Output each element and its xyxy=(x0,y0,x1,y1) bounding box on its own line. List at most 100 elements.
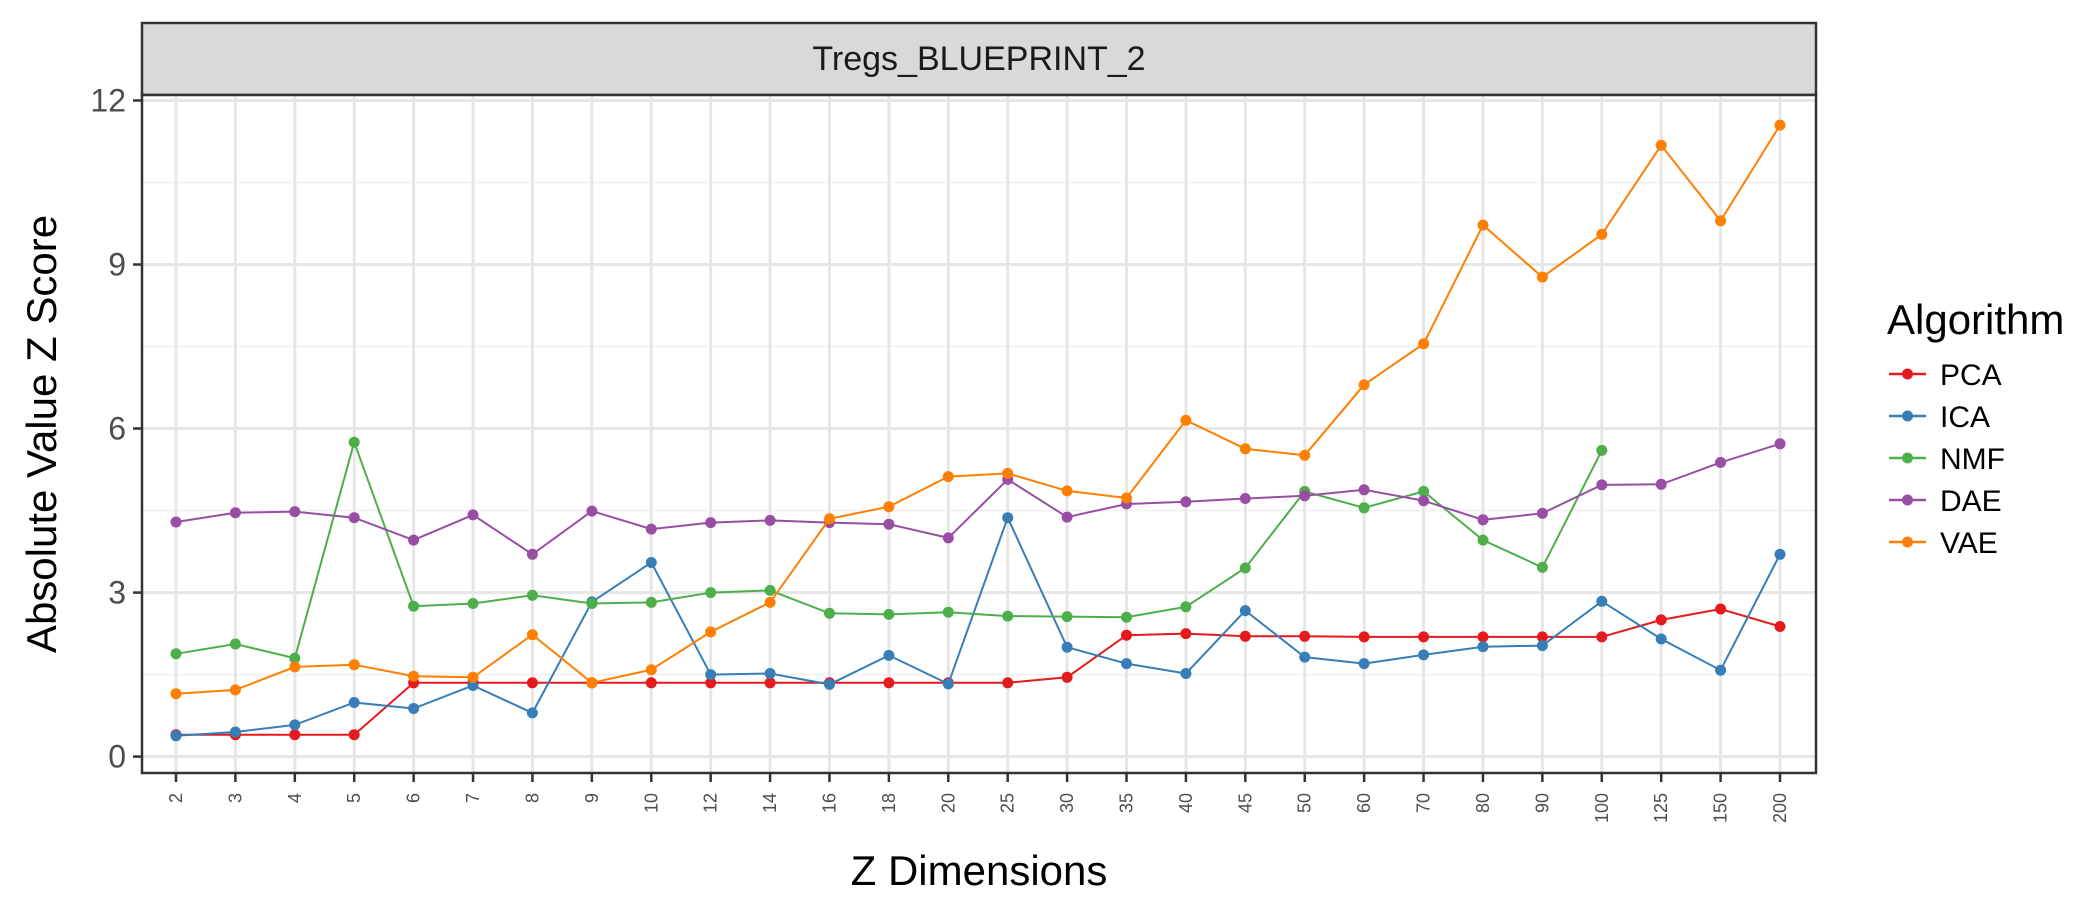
x-tick-label: 35 xyxy=(1117,793,1137,813)
data-point xyxy=(1774,119,1786,131)
x-tick-label: 3 xyxy=(225,793,245,803)
data-point xyxy=(289,719,301,731)
x-tick-label: 25 xyxy=(998,793,1018,813)
plot-border xyxy=(140,93,1818,775)
data-point xyxy=(764,668,776,679)
data-point xyxy=(1358,379,1370,391)
data-point xyxy=(1477,534,1489,546)
data-point xyxy=(229,726,241,738)
series-nmf xyxy=(170,436,1608,664)
data-point xyxy=(1655,633,1667,645)
data-point xyxy=(1002,677,1014,689)
data-point xyxy=(526,707,538,719)
data-point xyxy=(348,729,360,741)
data-point xyxy=(645,523,657,535)
data-point xyxy=(645,596,657,608)
x-tick-label: 150 xyxy=(1711,793,1731,823)
legend-key-point xyxy=(1902,452,1913,464)
y-tick-label: 3 xyxy=(108,575,126,611)
data-point xyxy=(1180,414,1192,426)
series-vae xyxy=(170,119,1786,700)
data-point xyxy=(883,608,895,620)
data-point xyxy=(1180,496,1192,508)
legend-item-ica: ICA xyxy=(1889,401,1990,434)
data-point xyxy=(586,677,598,689)
legend-key-point xyxy=(1902,494,1913,506)
x-tick-label: 125 xyxy=(1651,793,1671,823)
data-point xyxy=(289,506,301,518)
x-tick-label: 60 xyxy=(1354,793,1374,813)
data-point xyxy=(883,518,895,530)
data-point xyxy=(1299,490,1311,502)
data-point xyxy=(1358,658,1370,670)
data-point xyxy=(408,600,420,612)
data-point xyxy=(1418,649,1430,661)
data-point xyxy=(526,629,538,641)
legend-label: PCA xyxy=(1940,359,2002,392)
data-point xyxy=(1002,610,1014,622)
data-point xyxy=(705,587,717,599)
data-point xyxy=(1061,641,1073,653)
data-point xyxy=(1596,595,1608,607)
data-point xyxy=(824,607,835,619)
data-point xyxy=(526,548,538,560)
data-point xyxy=(1121,611,1132,623)
data-point xyxy=(764,514,776,526)
panel-title: Tregs_BLUEPRINT_2 xyxy=(812,40,1145,78)
data-point xyxy=(883,677,895,689)
data-point xyxy=(586,505,598,517)
data-point xyxy=(1061,671,1073,683)
data-point xyxy=(1596,631,1608,643)
data-point xyxy=(467,680,479,691)
series-line xyxy=(175,515,1781,737)
data-point xyxy=(1655,478,1667,490)
data-point xyxy=(1239,562,1251,574)
data-point xyxy=(1418,495,1430,507)
data-point xyxy=(1418,485,1430,497)
data-point xyxy=(348,436,360,448)
data-point xyxy=(1477,631,1489,643)
data-point xyxy=(467,509,479,521)
data-point xyxy=(170,688,182,700)
data-point xyxy=(1418,338,1430,350)
data-point xyxy=(764,596,776,608)
legend-label: ICA xyxy=(1940,401,1990,434)
x-tick-label: 12 xyxy=(701,793,721,813)
data-point xyxy=(1121,629,1132,641)
x-tick-label: 2 xyxy=(166,793,186,803)
data-point xyxy=(1715,664,1727,676)
data-point xyxy=(824,678,835,690)
y-axis-title: Absolute Value Z Score xyxy=(18,215,65,653)
x-axis: 2 3 4 5 6 7 8 9 10 12 14 16 18 20 25 30 35 40 45 50 60 70 80 90… xyxy=(166,773,1790,823)
series-line xyxy=(175,124,1781,695)
data-point xyxy=(1477,219,1489,231)
data-point xyxy=(1536,640,1548,652)
x-tick-label: 14 xyxy=(760,793,780,813)
data-point xyxy=(1239,630,1251,642)
data-point xyxy=(705,669,717,681)
data-point xyxy=(764,584,776,596)
y-tick-label: 6 xyxy=(108,411,126,447)
data-point xyxy=(1477,641,1489,653)
x-tick-label: 30 xyxy=(1057,793,1077,813)
x-tick-label: 45 xyxy=(1235,793,1255,813)
data-point xyxy=(1358,484,1370,496)
panel-strip xyxy=(140,21,1818,97)
data-point xyxy=(764,677,776,689)
data-point xyxy=(467,671,479,683)
data-point xyxy=(1180,668,1192,679)
x-tick-label: 80 xyxy=(1473,793,1493,813)
data-point xyxy=(229,638,241,650)
data-point xyxy=(408,534,420,546)
data-point xyxy=(1655,614,1667,626)
y-tick-label: 12 xyxy=(90,82,126,118)
x-tick-label: 200 xyxy=(1770,793,1790,823)
data-point xyxy=(348,659,360,671)
data-point xyxy=(1061,511,1073,523)
data-point xyxy=(1180,601,1192,613)
x-tick-label: 20 xyxy=(938,793,958,813)
data-point xyxy=(1002,467,1014,479)
series-layer xyxy=(170,119,1786,742)
legend: Algorithm PCA ICA NMF DAE VAE xyxy=(1887,296,2064,560)
data-point xyxy=(289,729,301,741)
